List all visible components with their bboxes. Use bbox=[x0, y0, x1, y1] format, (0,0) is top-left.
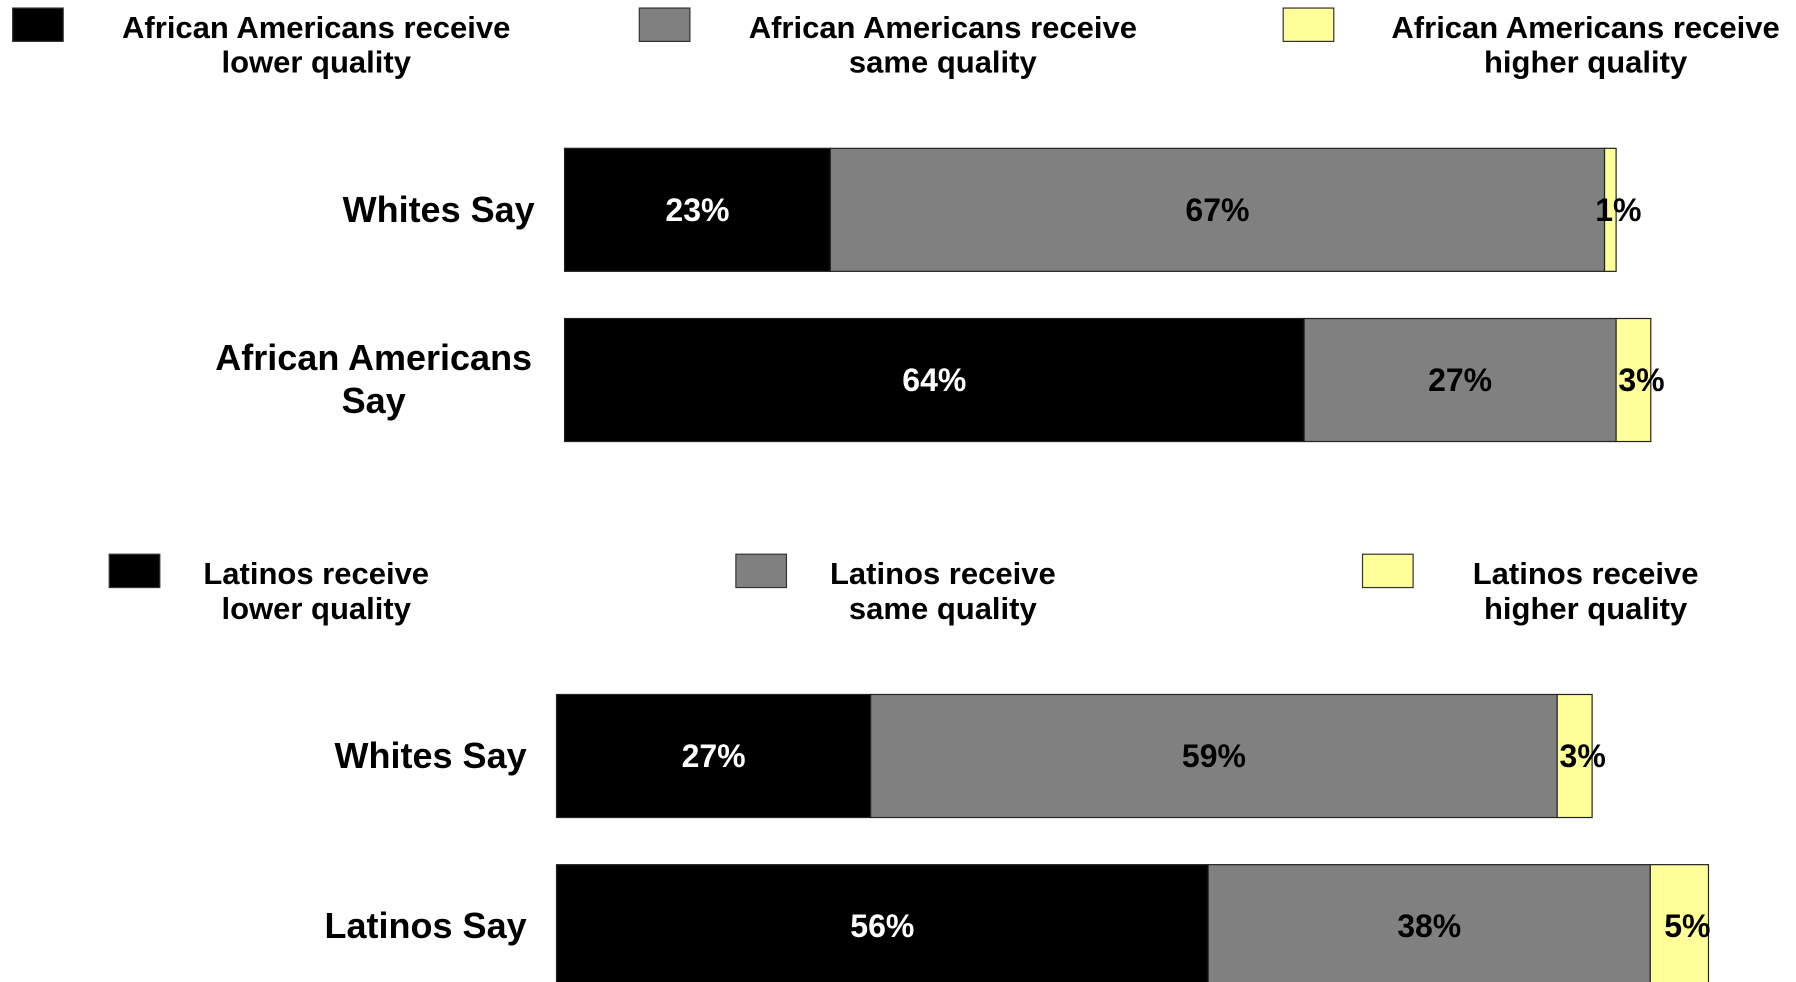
bar-segment bbox=[1303, 317, 1617, 443]
data-label: 38% bbox=[1397, 908, 1461, 944]
bar-segment bbox=[870, 693, 1558, 819]
category-label-line: Say bbox=[342, 380, 406, 421]
legend-label: Latinos receive higher quality bbox=[1473, 556, 1699, 626]
data-label: 3% bbox=[1618, 362, 1664, 398]
legend-label: Latinos receive same quality bbox=[830, 556, 1056, 626]
legend-label-line: African Americans receive bbox=[122, 10, 510, 45]
bar-segment bbox=[555, 693, 872, 819]
category-label: African Americans Say bbox=[215, 337, 532, 421]
data-label: 5% bbox=[1664, 908, 1710, 944]
category-label: Latinos Say bbox=[325, 905, 527, 946]
bar-segment bbox=[563, 147, 831, 272]
legend-label-line: African Americans receive bbox=[749, 10, 1137, 45]
legend-swatch bbox=[108, 553, 161, 589]
data-label: 1% bbox=[1595, 192, 1641, 228]
data-label: 23% bbox=[665, 192, 729, 228]
legend-label: African Americans receive lower quality bbox=[122, 10, 510, 80]
legend-swatch bbox=[735, 553, 788, 589]
legend-label: African Americans receive same quality bbox=[749, 10, 1137, 80]
legend-swatch bbox=[1361, 553, 1414, 589]
category-label: Whites Say bbox=[335, 735, 527, 776]
legend-label-line: same quality bbox=[849, 45, 1038, 80]
legend-label-line: Latinos receive bbox=[1473, 556, 1699, 591]
bar-segment bbox=[1649, 864, 1710, 982]
bar-segment bbox=[1615, 317, 1652, 443]
legend-label: African Americans receive higher quality bbox=[1391, 10, 1779, 80]
data-label: 64% bbox=[902, 362, 966, 398]
legend-swatch bbox=[638, 7, 691, 42]
data-label: 27% bbox=[1428, 362, 1492, 398]
legend-label: Latinos receive lower quality bbox=[203, 556, 429, 626]
legend-label-line: Latinos receive bbox=[830, 556, 1056, 591]
legend-label-line: same quality bbox=[849, 591, 1038, 626]
legend-label-line: higher quality bbox=[1484, 45, 1688, 80]
legend-swatch bbox=[1282, 7, 1335, 42]
legend-swatch bbox=[12, 7, 64, 42]
data-label: 27% bbox=[682, 738, 746, 774]
data-label: 56% bbox=[850, 908, 914, 944]
category-label-line: African Americans bbox=[215, 337, 532, 378]
data-label: 59% bbox=[1182, 738, 1246, 774]
legend-label-line: African Americans receive bbox=[1391, 10, 1779, 45]
data-label: 3% bbox=[1560, 738, 1606, 774]
bar-segment bbox=[1207, 864, 1651, 982]
legend-label-line: higher quality bbox=[1484, 591, 1688, 626]
bar-segment bbox=[1556, 693, 1593, 819]
bar-segment bbox=[829, 147, 1606, 272]
legend-label-line: lower quality bbox=[221, 45, 411, 80]
legend-label-line: Latinos receive bbox=[203, 556, 429, 591]
bar-segment bbox=[1603, 147, 1617, 272]
category-label: Whites Say bbox=[343, 189, 535, 230]
data-label: 67% bbox=[1185, 192, 1249, 228]
bar-segment bbox=[555, 864, 1209, 982]
legend-label-line: lower quality bbox=[221, 591, 411, 626]
